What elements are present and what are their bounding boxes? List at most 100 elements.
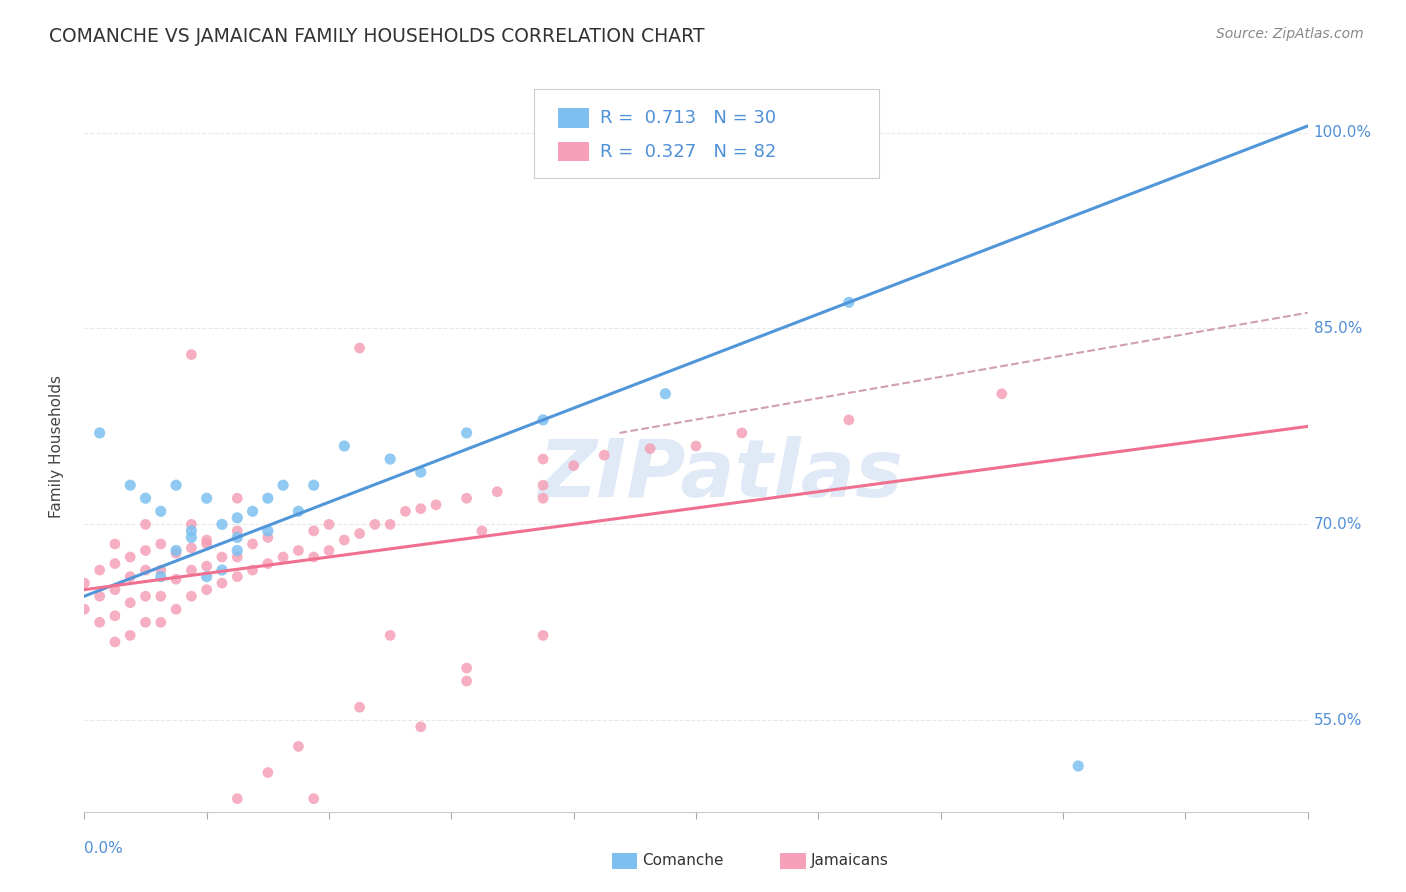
- Point: [120, 478, 142, 492]
- Point: [562, 458, 585, 473]
- Text: Source: ZipAtlas.com: Source: ZipAtlas.com: [1216, 27, 1364, 41]
- Point: [104, 635, 127, 649]
- Point: [318, 543, 340, 558]
- Point: [180, 524, 202, 538]
- Point: [226, 524, 249, 538]
- Point: [409, 720, 432, 734]
- Point: [287, 504, 309, 518]
- Point: [380, 517, 402, 532]
- Point: [531, 413, 554, 427]
- Text: COMANCHE VS JAMAICAN FAMILY HOUSEHOLDS CORRELATION CHART: COMANCHE VS JAMAICAN FAMILY HOUSEHOLDS C…: [49, 27, 704, 45]
- Point: [271, 478, 294, 492]
- Point: [257, 557, 280, 571]
- Y-axis label: Family Households: Family Households: [49, 375, 63, 517]
- Point: [180, 563, 202, 577]
- Text: 55.0%: 55.0%: [1313, 713, 1362, 728]
- Point: [838, 413, 860, 427]
- Text: Jamaicans: Jamaicans: [811, 854, 889, 868]
- Point: [135, 517, 157, 532]
- Text: Comanche: Comanche: [643, 854, 724, 868]
- Point: [165, 602, 187, 616]
- Point: [242, 537, 264, 551]
- Point: [120, 569, 142, 583]
- Point: [211, 563, 233, 577]
- Point: [211, 576, 233, 591]
- Point: [257, 765, 280, 780]
- Point: [1067, 759, 1090, 773]
- Point: [380, 452, 402, 467]
- Point: [89, 589, 111, 603]
- Point: [409, 465, 432, 479]
- Point: [471, 524, 494, 538]
- Text: 0.0%: 0.0%: [84, 841, 124, 856]
- Point: [531, 478, 554, 492]
- Point: [271, 549, 294, 564]
- Point: [349, 526, 371, 541]
- Point: [456, 425, 478, 440]
- Point: [104, 582, 127, 597]
- Text: R =  0.327   N = 82: R = 0.327 N = 82: [600, 143, 776, 161]
- Point: [302, 478, 325, 492]
- Point: [149, 563, 172, 577]
- Point: [195, 491, 218, 506]
- Point: [318, 517, 340, 532]
- Point: [838, 295, 860, 310]
- Point: [120, 549, 142, 564]
- Point: [333, 439, 356, 453]
- Point: [104, 557, 127, 571]
- Point: [211, 517, 233, 532]
- Point: [425, 498, 447, 512]
- Point: [456, 661, 478, 675]
- Point: [149, 615, 172, 630]
- Point: [531, 452, 554, 467]
- Point: [89, 615, 111, 630]
- Point: [149, 589, 172, 603]
- Point: [211, 549, 233, 564]
- Point: [104, 608, 127, 623]
- Point: [394, 504, 416, 518]
- Point: [731, 425, 754, 440]
- Point: [333, 533, 356, 547]
- Point: [226, 569, 249, 583]
- Text: 85.0%: 85.0%: [1313, 321, 1362, 336]
- Point: [349, 341, 371, 355]
- Point: [180, 541, 202, 555]
- Point: [456, 491, 478, 506]
- Point: [349, 700, 371, 714]
- Text: ZIPatlas: ZIPatlas: [538, 436, 903, 515]
- Point: [226, 543, 249, 558]
- Point: [89, 563, 111, 577]
- Point: [685, 439, 707, 453]
- Point: [226, 791, 249, 805]
- Point: [73, 602, 96, 616]
- Point: [242, 504, 264, 518]
- Point: [991, 386, 1014, 401]
- Text: 70.0%: 70.0%: [1313, 516, 1362, 532]
- Point: [180, 530, 202, 544]
- Point: [135, 563, 157, 577]
- Point: [654, 386, 676, 401]
- Point: [165, 478, 187, 492]
- Point: [120, 596, 142, 610]
- Point: [226, 530, 249, 544]
- Point: [165, 543, 187, 558]
- Point: [409, 501, 432, 516]
- Point: [195, 533, 218, 547]
- Point: [149, 504, 172, 518]
- Point: [135, 491, 157, 506]
- Point: [257, 491, 280, 506]
- Point: [456, 674, 478, 689]
- Point: [302, 549, 325, 564]
- Point: [242, 563, 264, 577]
- Point: [302, 524, 325, 538]
- Point: [226, 549, 249, 564]
- Point: [180, 589, 202, 603]
- Point: [89, 425, 111, 440]
- Text: 100.0%: 100.0%: [1313, 125, 1372, 140]
- Point: [195, 569, 218, 583]
- Point: [120, 628, 142, 642]
- Point: [302, 791, 325, 805]
- Point: [257, 530, 280, 544]
- Point: [364, 517, 387, 532]
- Text: R =  0.713   N = 30: R = 0.713 N = 30: [600, 109, 776, 127]
